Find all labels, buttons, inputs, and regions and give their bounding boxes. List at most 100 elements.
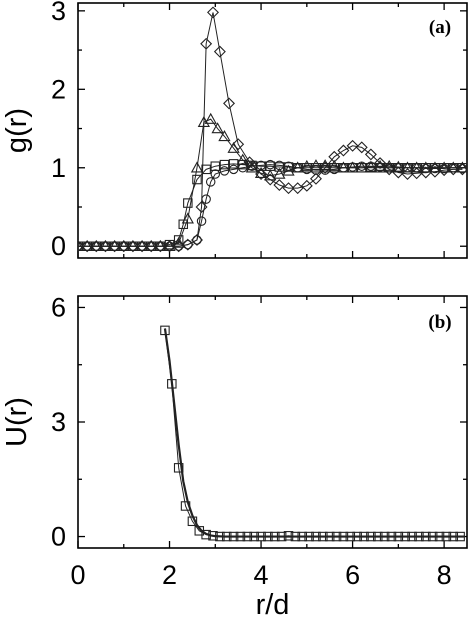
data-point-circle <box>173 241 184 251</box>
data-point-circle <box>430 163 440 174</box>
data-point-circle <box>219 166 230 176</box>
data-point-triangle <box>373 159 387 171</box>
data-point-circle <box>311 165 321 175</box>
data-point-square <box>183 198 193 208</box>
y-axis-label-a: g(r) <box>1 108 33 153</box>
data-point-circle <box>347 162 358 172</box>
panel-b-ur-plot: 0 2 4 6 8 0 3 6 U(r) r/d (b) <box>1 292 468 621</box>
plot-frame-b <box>77 295 468 549</box>
plot-frame-a <box>77 2 468 259</box>
data-point-triangle <box>211 122 224 134</box>
series-line-a-circle <box>78 164 463 247</box>
series-b-square <box>160 325 465 542</box>
data-point-circle <box>421 163 431 174</box>
data-point-circle <box>411 163 422 173</box>
data-point-circle <box>356 161 367 171</box>
series-b-none <box>163 328 465 538</box>
data-point-triangle <box>392 160 405 172</box>
data-point-circle <box>384 163 394 173</box>
data-point-circle <box>155 241 166 251</box>
data-point-circle <box>375 162 385 172</box>
data-point-circle <box>439 163 449 174</box>
series-line-a-triangle <box>78 118 463 247</box>
data-point-circle <box>128 241 138 251</box>
data-point-diamond <box>309 172 322 185</box>
data-point-square <box>210 161 221 171</box>
panel-label-b: (b) <box>428 312 451 333</box>
data-point-circle <box>91 241 102 251</box>
data-point-circle <box>210 169 221 179</box>
data-point-square <box>238 159 248 170</box>
data-point-circle <box>393 163 404 173</box>
data-point-square <box>192 174 202 185</box>
data-point-circle <box>247 161 257 171</box>
data-point-square <box>173 463 184 473</box>
x-tick-label-b: 6 <box>345 560 360 590</box>
y-tick-label-b: 3 <box>51 407 66 437</box>
data-point-circle <box>274 160 285 171</box>
data-point-circle <box>256 160 266 171</box>
x-tick-label-b: 2 <box>162 560 177 590</box>
data-point-diamond <box>355 141 368 154</box>
data-point-triangle <box>273 167 286 179</box>
data-point-triangle <box>78 239 85 251</box>
data-point-circle <box>164 241 175 251</box>
data-point-circle <box>338 163 349 173</box>
data-point-triangle <box>245 161 259 173</box>
y-tick-label-a: 1 <box>51 153 66 183</box>
data-point-triangle <box>204 112 217 124</box>
data-point-circle <box>100 241 111 251</box>
data-point-diamond <box>346 139 359 152</box>
data-point-circle <box>119 241 129 251</box>
series-line-a-diamond <box>78 12 463 247</box>
data-point-circle <box>183 239 193 250</box>
data-point-diamond <box>223 97 236 110</box>
data-point-circle <box>448 163 459 173</box>
data-point-circle <box>109 241 120 251</box>
data-point-triangle <box>383 159 396 171</box>
data-point-circle <box>265 159 275 170</box>
data-point-diamond <box>207 6 219 19</box>
series-a-circle <box>78 159 467 251</box>
y-axis-label-b: U(r) <box>1 397 33 447</box>
series-line-b-square <box>164 330 461 538</box>
data-point-triangle <box>309 159 323 171</box>
data-point-triangle <box>218 130 231 142</box>
data-point-triangle <box>282 164 295 176</box>
data-point-square <box>201 164 211 175</box>
series-a-diamond <box>78 6 467 253</box>
series-a-square <box>78 159 467 251</box>
y-tick-label-b: 6 <box>51 292 66 322</box>
data-point-circle <box>283 161 294 171</box>
x-tick-label-b: 8 <box>437 560 452 590</box>
data-point-circle <box>402 163 413 173</box>
data-point-circle <box>320 165 330 175</box>
data-point-circle <box>205 177 216 187</box>
data-point-square <box>320 163 330 173</box>
x-tick-label-b: 4 <box>254 560 269 590</box>
data-point-diamond <box>232 138 245 151</box>
data-point-circle <box>329 164 340 175</box>
data-point-triangle <box>264 169 277 181</box>
data-point-circle <box>238 163 248 173</box>
data-point-diamond <box>200 37 213 50</box>
data-point-triangle <box>190 161 204 173</box>
data-point-square <box>219 159 230 170</box>
data-point-diamond <box>337 144 350 157</box>
data-point-diamond <box>282 182 295 195</box>
y-tick-label-a: 2 <box>51 74 66 104</box>
y-tick-label-a: 3 <box>51 0 66 26</box>
data-point-circle <box>292 163 303 173</box>
data-point-circle <box>192 235 202 245</box>
data-point-diamond <box>273 179 286 192</box>
x-tick-label-b: 0 <box>70 560 85 590</box>
data-point-triangle <box>227 141 240 153</box>
data-point-circle <box>228 164 239 175</box>
panel-a-gr-plot: 0 1 2 3 g(r) (a) <box>1 0 468 261</box>
data-point-circle <box>302 164 312 175</box>
data-point-diamond <box>364 148 377 161</box>
data-point-circle <box>196 216 207 226</box>
data-point-triangle <box>318 159 332 171</box>
x-axis-label-b: r/d <box>256 589 290 621</box>
